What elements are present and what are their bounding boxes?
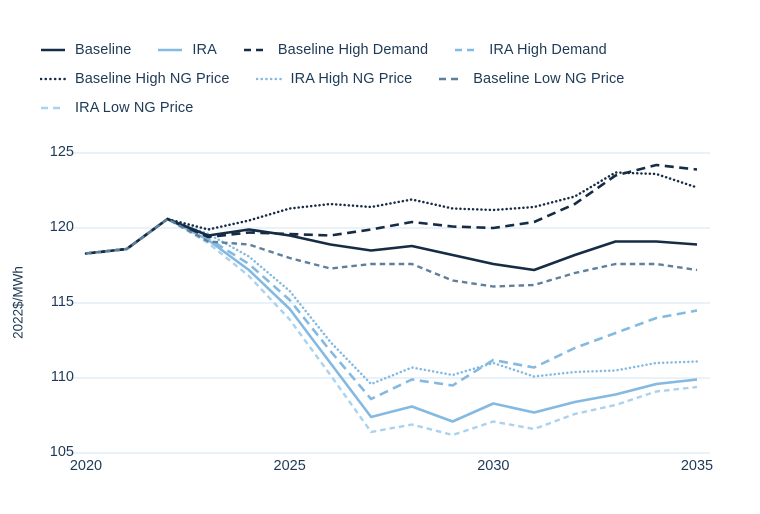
legend-swatch-baseline: [41, 48, 65, 52]
legend-item-baseline-high-ng-price: Baseline High NG Price: [40, 71, 230, 87]
legend-label-baseline-high-demand: Baseline High Demand: [277, 42, 429, 58]
x-tick-label-2030: 2030: [477, 458, 510, 474]
legend-item-baseline-high-demand: Baseline High Demand: [243, 42, 428, 58]
legend: Baseline IRA Baseline High Demand IRA High …: [40, 42, 680, 116]
legend-label-ira-low-ng-price: IRA Low NG Price: [75, 100, 194, 116]
legend-label-ira-high-ng-price: IRA High NG Price: [290, 71, 413, 87]
legend-label-baseline: Baseline: [75, 42, 132, 58]
series-line-baseline-low-ng-price: [85, 217, 698, 288]
series-line-ira-high-demand: [85, 217, 698, 401]
legend-swatch-ira-high-demand: [455, 48, 480, 52]
y-tick-label-125: 125: [49, 144, 74, 160]
legend-item-ira-low-ng-price: IRA Low NG Price: [40, 100, 193, 116]
legend-label-ira-high-demand: IRA High Demand: [489, 42, 607, 58]
legend-swatch-baseline-high-ng-price: [40, 77, 66, 81]
series-line-baseline-high-ng-price: [84, 171, 699, 255]
legend-swatch-ira-high-ng-price: [255, 77, 282, 81]
legend-item-ira: IRA: [157, 42, 217, 58]
legend-swatch-ira: [158, 48, 183, 52]
legend-swatch-baseline-low-ng-price: [439, 77, 464, 81]
x-tick-label-2020: 2020: [69, 458, 103, 474]
series-line-baseline: [85, 217, 698, 272]
y-tick-label-120: 120: [49, 219, 74, 235]
legend-swatch-ira-low-ng-price: [41, 106, 65, 110]
legend-label-ira: IRA: [192, 42, 217, 58]
legend-swatch-baseline-high-demand: [243, 48, 268, 52]
x-tick-label-2035: 2035: [680, 458, 714, 474]
y-tick-label-110: 110: [50, 369, 74, 385]
legend-item-baseline-low-ng-price: Baseline Low NG Price: [438, 71, 624, 87]
y-axis-title: 2022$/MWh: [10, 266, 26, 339]
y-tick-label-115: 115: [50, 294, 74, 310]
legend-item-ira-high-ng-price: IRA High NG Price: [255, 71, 413, 87]
series-line-baseline-high-demand: [85, 163, 698, 255]
x-tick-label-2025: 2025: [273, 458, 306, 474]
legend-label-baseline-high-ng-price: Baseline High NG Price: [75, 71, 230, 87]
legend-label-baseline-low-ng-price: Baseline Low NG Price: [473, 71, 625, 87]
y-tick-label-105: 105: [49, 444, 74, 460]
legend-item-baseline: Baseline: [40, 42, 131, 58]
legend-item-ira-high-demand: IRA High Demand: [454, 42, 607, 58]
series-line-ira-low-ng-price: [85, 217, 698, 437]
